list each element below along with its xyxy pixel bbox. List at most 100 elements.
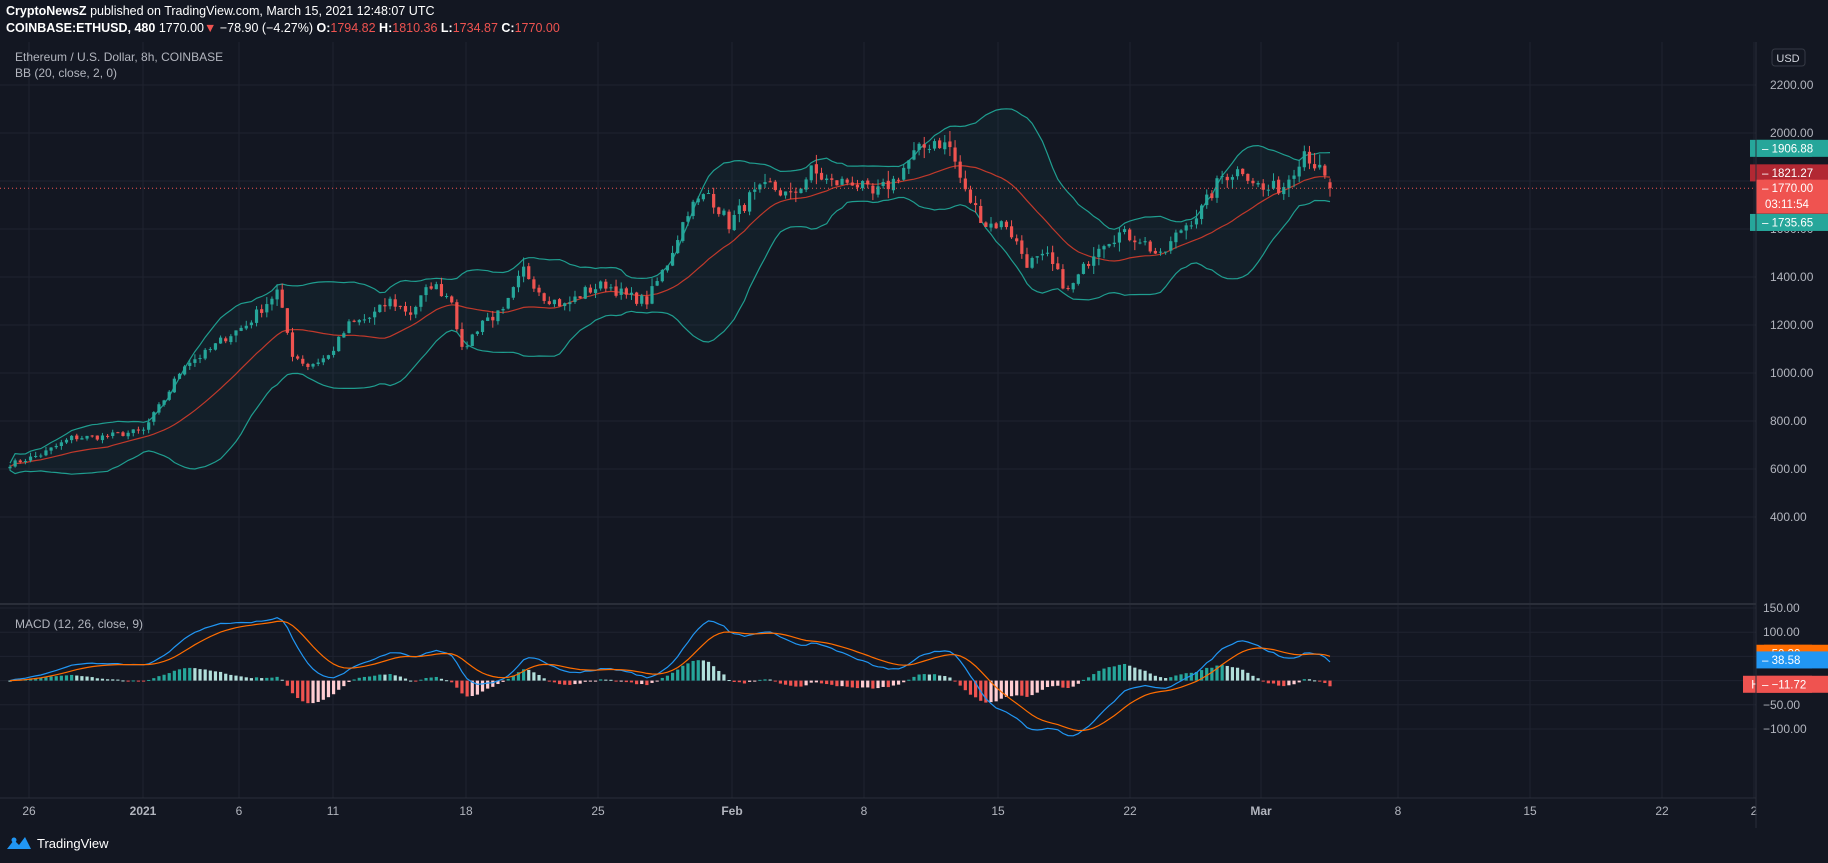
histogram-bar[interactable] xyxy=(491,680,495,687)
candle-body[interactable] xyxy=(876,186,880,195)
candle-body[interactable] xyxy=(994,223,998,229)
histogram-bar[interactable] xyxy=(383,674,387,681)
candle-body[interactable] xyxy=(162,400,166,405)
candle-body[interactable] xyxy=(275,289,279,300)
histogram-bar[interactable] xyxy=(285,680,289,686)
candle-body[interactable] xyxy=(1128,229,1132,241)
candle-body[interactable] xyxy=(1143,241,1147,243)
histogram-bar[interactable] xyxy=(989,680,993,703)
histogram-bar[interactable] xyxy=(1102,668,1106,681)
candle-body[interactable] xyxy=(357,320,361,323)
histogram-bar[interactable] xyxy=(609,679,613,681)
candle-body[interactable] xyxy=(337,336,341,352)
candle-body[interactable] xyxy=(1071,283,1075,290)
candle-body[interactable] xyxy=(44,450,48,456)
candle-body[interactable] xyxy=(373,311,377,318)
price-pane[interactable] xyxy=(0,108,1756,475)
candle-body[interactable] xyxy=(434,284,438,290)
histogram-bar[interactable] xyxy=(172,670,176,681)
candle-body[interactable] xyxy=(367,317,372,319)
candle-body[interactable] xyxy=(409,312,413,315)
chart-canvas[interactable]: 400.00 600.00 800.00 1000.00 1200.00 1400.00 1… xyxy=(0,42,1828,828)
candle-body[interactable] xyxy=(8,466,12,469)
candle-body[interactable] xyxy=(121,432,125,436)
candle-body[interactable] xyxy=(861,180,865,189)
candle-body[interactable] xyxy=(1051,252,1055,265)
histogram-bar[interactable] xyxy=(434,676,438,681)
candle-body[interactable] xyxy=(439,284,444,297)
candle-body[interactable] xyxy=(881,181,885,187)
candle-body[interactable] xyxy=(183,366,187,375)
candle-body[interactable] xyxy=(301,358,305,364)
candle-body[interactable] xyxy=(34,456,38,458)
bb-upper-tag[interactable]: BB:Upper– 1906.88 xyxy=(1750,139,1828,157)
candle-body[interactable] xyxy=(640,295,644,304)
candle-body[interactable] xyxy=(208,349,212,351)
histogram-bar[interactable] xyxy=(1061,680,1065,688)
candle-body[interactable] xyxy=(1040,253,1044,256)
brand-name[interactable]: TradingView xyxy=(37,835,109,851)
histogram-bar[interactable] xyxy=(573,680,577,685)
histogram-bar[interactable] xyxy=(1287,680,1291,686)
candle-body[interactable] xyxy=(1174,232,1178,243)
histogram-bar[interactable] xyxy=(984,680,988,703)
histogram-bar[interactable] xyxy=(953,680,957,682)
histogram-bar[interactable] xyxy=(85,676,89,681)
histogram-bar[interactable] xyxy=(198,669,202,681)
candle-body[interactable] xyxy=(547,301,551,305)
candle-body[interactable] xyxy=(773,181,777,190)
histogram-bar[interactable] xyxy=(1220,664,1224,681)
histogram-bar[interactable] xyxy=(177,669,182,681)
histogram-bar[interactable] xyxy=(660,677,664,681)
candle-body[interactable] xyxy=(629,292,634,295)
histogram-bar[interactable] xyxy=(378,674,382,681)
candle-body[interactable] xyxy=(537,287,541,293)
candle-body[interactable] xyxy=(362,319,366,321)
histogram-bar[interactable] xyxy=(742,680,747,684)
candle-body[interactable] xyxy=(840,178,844,185)
candle-body[interactable] xyxy=(578,296,582,298)
histogram-bar[interactable] xyxy=(1051,680,1055,687)
histogram-bar[interactable] xyxy=(311,680,315,704)
candle-body[interactable] xyxy=(460,329,464,347)
candle-body[interactable] xyxy=(1282,187,1286,195)
histogram-bar[interactable] xyxy=(460,680,464,694)
candle-body[interactable] xyxy=(963,178,967,190)
candle-body[interactable] xyxy=(1138,242,1142,244)
candle-body[interactable] xyxy=(1241,168,1245,175)
candle-body[interactable] xyxy=(835,180,839,186)
histogram-bar[interactable] xyxy=(100,678,105,681)
candle-body[interactable] xyxy=(855,184,860,188)
histogram-bar[interactable] xyxy=(8,680,12,682)
histogram-bar[interactable] xyxy=(958,680,962,686)
histogram-bar[interactable] xyxy=(1097,670,1101,681)
candle-body[interactable] xyxy=(563,303,567,307)
histogram-bar[interactable] xyxy=(131,680,135,682)
histogram-bar[interactable] xyxy=(691,660,695,681)
candle-body[interactable] xyxy=(1307,151,1312,164)
histogram-bar[interactable] xyxy=(604,679,608,681)
histogram-bar[interactable] xyxy=(244,677,248,681)
candle-body[interactable] xyxy=(604,281,608,289)
histogram-bar[interactable] xyxy=(90,677,94,681)
candle-body[interactable] xyxy=(748,192,752,212)
candle-body[interactable] xyxy=(676,240,680,254)
candle-body[interactable] xyxy=(650,286,654,304)
candle-body[interactable] xyxy=(1164,251,1168,253)
candle-body[interactable] xyxy=(475,331,479,334)
candle-body[interactable] xyxy=(686,216,690,222)
histogram-bar[interactable] xyxy=(321,680,325,700)
candle-body[interactable] xyxy=(619,288,623,295)
candle-body[interactable] xyxy=(891,178,896,191)
histogram-bar[interactable] xyxy=(126,680,130,682)
histogram-bar[interactable] xyxy=(162,674,166,681)
histogram-bar[interactable] xyxy=(732,680,736,682)
candle-body[interactable] xyxy=(1148,241,1152,252)
candle-body[interactable] xyxy=(568,302,572,305)
histogram-bar[interactable] xyxy=(501,680,505,682)
candle-body[interactable] xyxy=(532,279,536,289)
candle-body[interactable] xyxy=(239,327,243,331)
candle-body[interactable] xyxy=(943,142,947,150)
candle-body[interactable] xyxy=(1194,218,1199,225)
candle-body[interactable] xyxy=(64,439,69,443)
